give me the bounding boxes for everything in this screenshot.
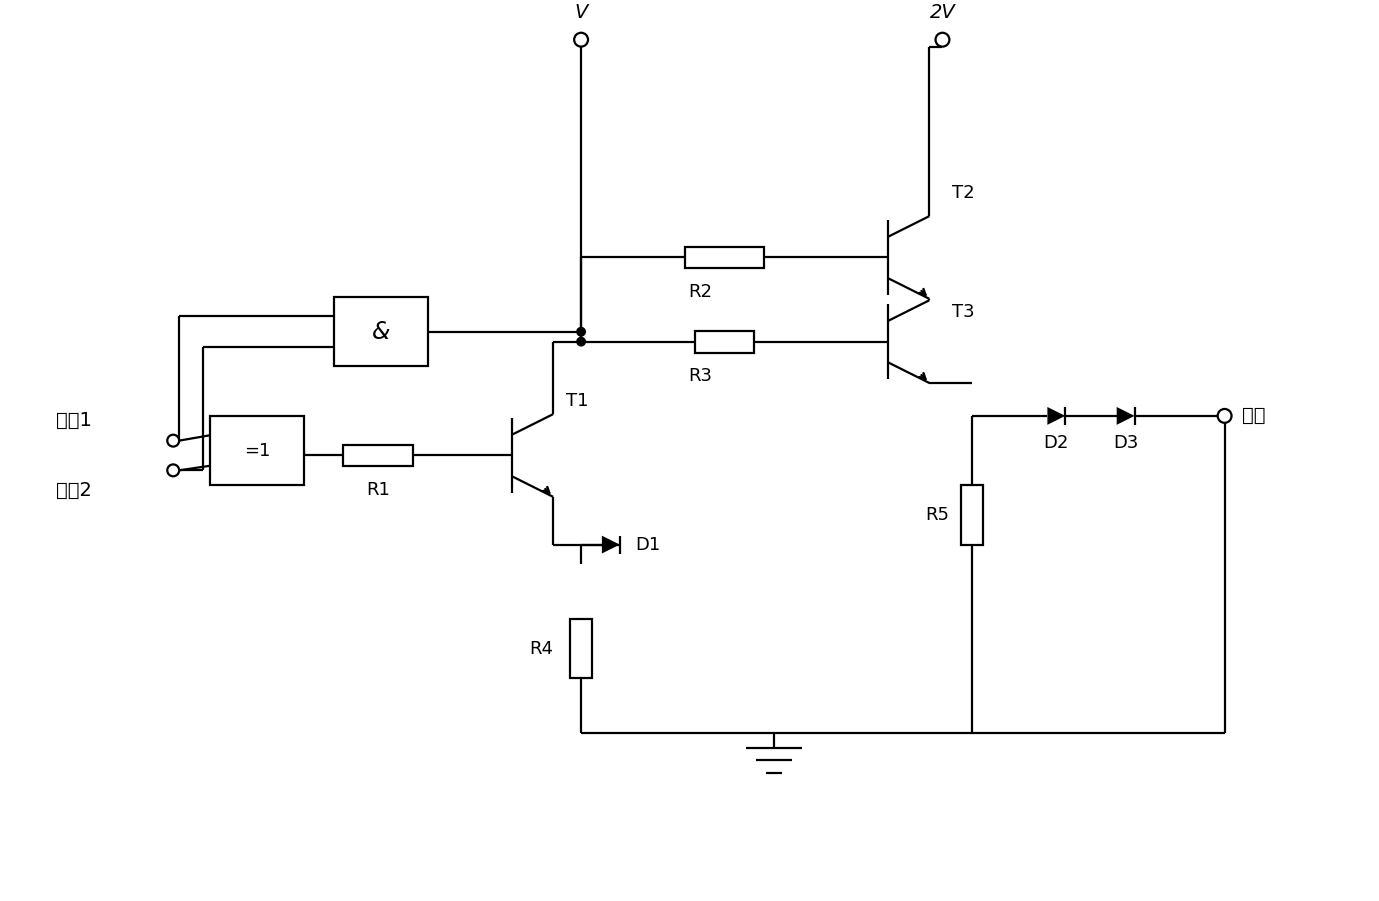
Text: D3: D3 <box>1113 433 1138 451</box>
Polygon shape <box>601 536 619 553</box>
Circle shape <box>935 32 949 47</box>
Circle shape <box>167 464 179 477</box>
Text: 输出: 输出 <box>1242 406 1266 425</box>
Text: 输入2: 输入2 <box>57 480 92 500</box>
Circle shape <box>1218 409 1231 423</box>
Bar <box>210 416 303 486</box>
Bar <box>685 247 764 268</box>
Circle shape <box>576 327 586 337</box>
Text: T3: T3 <box>953 303 975 321</box>
Text: 2V: 2V <box>929 3 956 22</box>
Bar <box>343 444 412 467</box>
Circle shape <box>167 434 179 447</box>
Text: R4: R4 <box>530 640 553 658</box>
Bar <box>334 297 427 367</box>
Polygon shape <box>1117 407 1135 424</box>
Bar <box>570 619 592 678</box>
Text: =1: =1 <box>244 441 270 460</box>
Text: V: V <box>575 3 587 22</box>
Text: 输入1: 输入1 <box>57 412 92 431</box>
Circle shape <box>576 337 586 347</box>
Text: R5: R5 <box>925 505 950 523</box>
Text: D1: D1 <box>636 535 661 553</box>
Polygon shape <box>1048 407 1065 424</box>
Text: T2: T2 <box>953 184 975 202</box>
Text: R2: R2 <box>688 283 712 301</box>
Text: T1: T1 <box>567 392 589 410</box>
Text: R1: R1 <box>367 481 390 499</box>
Text: R3: R3 <box>688 368 712 386</box>
Circle shape <box>574 32 587 47</box>
Bar <box>961 486 983 544</box>
Text: &: & <box>371 320 390 344</box>
Bar <box>695 331 754 352</box>
Text: D2: D2 <box>1044 433 1069 451</box>
